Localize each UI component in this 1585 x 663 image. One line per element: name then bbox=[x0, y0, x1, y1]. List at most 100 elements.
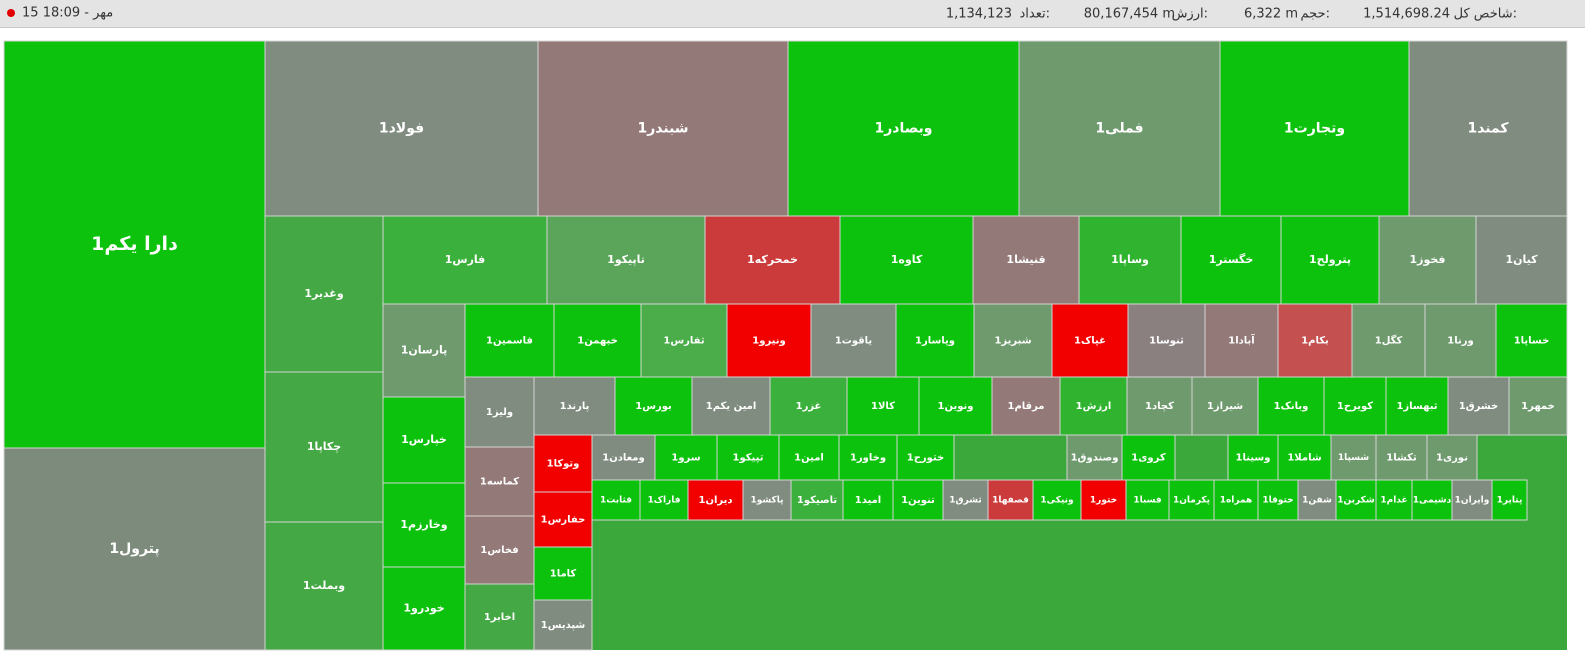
tile[interactable] bbox=[1475, 215, 1568, 305]
tile-label: کاوه1 bbox=[891, 253, 923, 266]
tile[interactable] bbox=[1180, 215, 1282, 305]
tile-label: غدام1 bbox=[1380, 496, 1407, 506]
tile[interactable] bbox=[533, 599, 593, 651]
volume-value: 6,322 m bbox=[1244, 7, 1298, 22]
tile[interactable] bbox=[742, 479, 792, 521]
tile[interactable] bbox=[382, 303, 466, 398]
tile[interactable] bbox=[382, 566, 466, 651]
tile[interactable] bbox=[591, 479, 641, 521]
tile[interactable] bbox=[1280, 215, 1380, 305]
tile[interactable] bbox=[991, 376, 1061, 436]
tile[interactable] bbox=[810, 303, 897, 378]
tile-label: وپاسار1 bbox=[915, 336, 955, 347]
tile-label: دشیمی1 bbox=[1413, 496, 1452, 506]
tile[interactable] bbox=[1375, 479, 1413, 521]
tile-label: شیراز1 bbox=[1207, 401, 1243, 412]
tile[interactable] bbox=[842, 479, 894, 521]
tile[interactable] bbox=[726, 303, 812, 378]
tile[interactable] bbox=[895, 303, 975, 378]
tile[interactable] bbox=[382, 396, 466, 484]
volume-label: حجم: bbox=[1301, 7, 1330, 22]
tile[interactable] bbox=[778, 434, 840, 481]
tile-label: همراه1 bbox=[1220, 496, 1253, 506]
tile[interactable] bbox=[1495, 303, 1568, 378]
tile[interactable] bbox=[640, 303, 728, 378]
tile[interactable] bbox=[1080, 479, 1127, 521]
tile[interactable] bbox=[1066, 434, 1123, 481]
tile-label: بکام1 bbox=[1301, 336, 1329, 347]
tile[interactable] bbox=[464, 446, 535, 517]
tile[interactable] bbox=[1227, 434, 1279, 481]
tile[interactable] bbox=[704, 215, 841, 305]
tile-label: امید1 bbox=[855, 495, 881, 506]
tile[interactable] bbox=[1059, 376, 1128, 436]
tile[interactable] bbox=[1127, 303, 1206, 378]
tile[interactable] bbox=[691, 376, 771, 436]
tile-label: وخاور1 bbox=[850, 453, 886, 464]
tile-label: شکربن1 bbox=[1337, 496, 1375, 506]
tile[interactable] bbox=[972, 215, 1080, 305]
tile[interactable] bbox=[3, 447, 266, 651]
tile[interactable] bbox=[591, 434, 656, 481]
tile-label: کالا1 bbox=[871, 401, 895, 412]
tile[interactable] bbox=[987, 479, 1034, 521]
tile[interactable] bbox=[1451, 479, 1493, 521]
tile[interactable] bbox=[687, 479, 744, 521]
tile[interactable] bbox=[787, 40, 1020, 217]
tile[interactable] bbox=[1508, 376, 1568, 436]
tile[interactable] bbox=[1126, 376, 1193, 436]
tile[interactable] bbox=[1335, 479, 1377, 521]
value-value: 80,167,454 m bbox=[1084, 7, 1175, 22]
tile[interactable] bbox=[1277, 434, 1332, 481]
tile[interactable] bbox=[1257, 479, 1299, 521]
tile[interactable] bbox=[533, 546, 593, 601]
tile[interactable] bbox=[264, 40, 539, 217]
tile[interactable] bbox=[1219, 40, 1410, 217]
tile-label: امین یکم1 bbox=[706, 401, 757, 412]
tile[interactable] bbox=[1351, 303, 1426, 378]
tile[interactable] bbox=[973, 303, 1053, 378]
tile[interactable] bbox=[769, 376, 848, 436]
tile[interactable] bbox=[382, 215, 548, 305]
tile[interactable] bbox=[1491, 479, 1528, 521]
tile[interactable] bbox=[1277, 303, 1353, 378]
tile[interactable] bbox=[464, 583, 535, 651]
tile[interactable] bbox=[892, 479, 944, 521]
tile[interactable] bbox=[1408, 40, 1568, 217]
tile[interactable] bbox=[1447, 376, 1510, 436]
tile[interactable] bbox=[264, 371, 384, 523]
tile[interactable] bbox=[838, 434, 898, 481]
tile[interactable] bbox=[3, 40, 266, 449]
tile-label: وسینا1 bbox=[1236, 453, 1271, 464]
tile[interactable] bbox=[1121, 434, 1176, 481]
tile-label: دارا یکم1 bbox=[91, 233, 178, 255]
live-dot bbox=[7, 9, 15, 17]
tile-label: شبندر1 bbox=[637, 121, 688, 137]
tile[interactable] bbox=[537, 40, 789, 217]
count-value: 1,134,123 bbox=[946, 7, 1012, 22]
tile[interactable] bbox=[264, 521, 384, 651]
tile-label: یاقوت1 bbox=[835, 336, 873, 347]
tile[interactable] bbox=[1385, 376, 1449, 436]
tile[interactable] bbox=[846, 376, 920, 436]
tile-label: تپیکو1 bbox=[733, 453, 764, 464]
tile-label: بورس1 bbox=[635, 401, 672, 412]
tile[interactable] bbox=[1078, 215, 1182, 305]
tile-label: وتجارت1 bbox=[1284, 121, 1345, 137]
tile[interactable] bbox=[918, 376, 993, 436]
tile-label: فاسمین1 bbox=[486, 336, 533, 347]
tile[interactable] bbox=[464, 376, 535, 448]
tile[interactable] bbox=[1426, 434, 1478, 481]
tile[interactable] bbox=[1375, 434, 1428, 481]
tile[interactable] bbox=[896, 434, 955, 481]
tile[interactable] bbox=[553, 303, 642, 378]
tile-label: فارس1 bbox=[445, 253, 486, 266]
tile[interactable] bbox=[1213, 479, 1259, 521]
tile[interactable] bbox=[264, 215, 384, 373]
tile[interactable] bbox=[533, 376, 616, 436]
tile[interactable] bbox=[1018, 40, 1221, 217]
tile[interactable] bbox=[614, 376, 693, 436]
tile[interactable] bbox=[533, 434, 593, 493]
tile[interactable] bbox=[839, 215, 974, 305]
tile[interactable] bbox=[942, 479, 989, 521]
